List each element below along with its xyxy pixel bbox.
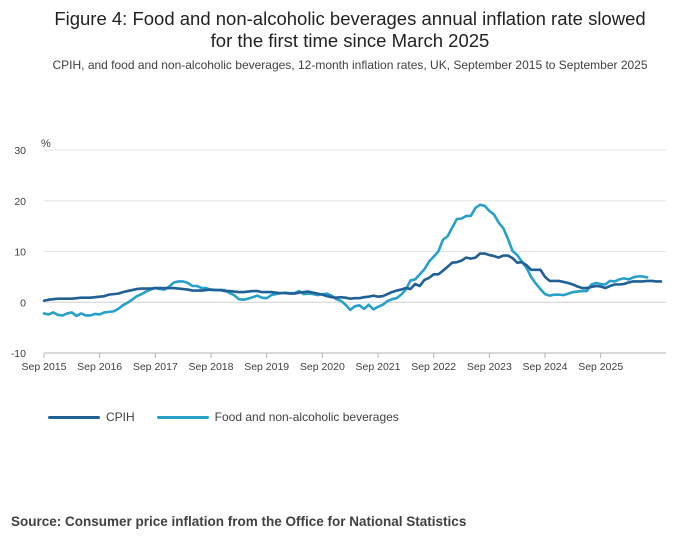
legend-swatch-food [156, 415, 209, 419]
x-tick-label: Sep 2021 [356, 361, 401, 373]
legend-label-food: Food and non-alcoholic beverages [214, 410, 399, 424]
x-tick-label: Sep 2020 [300, 361, 345, 373]
y-axis-unit-label: % [41, 138, 51, 150]
x-tick-label: Sep 2016 [77, 361, 122, 373]
legend-swatch-cpih [48, 415, 100, 419]
legend-label-cpih: CPIH [106, 410, 135, 424]
x-tick-label: Sep 2024 [523, 361, 568, 373]
y-tick-label: 30 [14, 145, 26, 157]
legend-item-food[interactable]: Food and non-alcoholic beverages [156, 410, 399, 424]
y-tick-label: -10 [11, 348, 26, 360]
chart-title: Figure 4: Food and non-alcoholic beverag… [0, 8, 700, 52]
source-note: Source: Consumer price inflation from th… [11, 514, 467, 529]
series-line-cpih [42, 252, 663, 303]
x-tick-label: Sep 2022 [411, 361, 456, 373]
y-tick-label: 0 [20, 297, 26, 309]
x-tick-label: Sep 2018 [189, 361, 234, 373]
x-tick-label: Sep 2025 [578, 361, 623, 373]
x-tick-label: Sep 2015 [22, 361, 67, 373]
y-tick-label: 20 [14, 196, 26, 208]
chart-title-line-2: for the first time since March 2025 [210, 30, 490, 51]
y-tick-label: 10 [14, 247, 26, 259]
chart-subtitle: CPIH, and food and non-alcoholic beverag… [52, 58, 648, 72]
x-tick-label: Sep 2019 [244, 361, 289, 373]
legend-item-cpih[interactable]: CPIH [48, 410, 135, 424]
x-tick-label: Sep 2023 [467, 361, 512, 373]
chart-title-line-1: Figure 4: Food and non-alcoholic beverag… [54, 8, 646, 29]
chart-legend: CPIH Food and non-alcoholic beverages [48, 410, 399, 424]
series-line-food [42, 203, 649, 318]
x-tick-label: Sep 2017 [133, 361, 178, 373]
